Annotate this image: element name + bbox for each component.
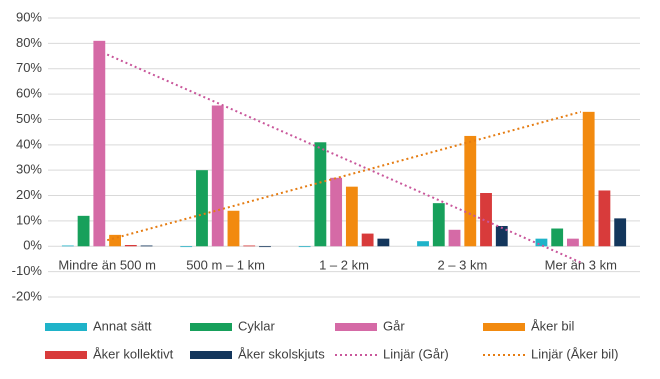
bar <box>582 111 595 247</box>
x-tick-label: Mindre än 500 m <box>58 257 156 272</box>
bar <box>211 105 224 247</box>
x-tick-label: 500 m – 1 km <box>186 257 265 272</box>
legend-swatch <box>483 323 525 331</box>
bar <box>259 246 271 248</box>
legend-label: Linjär (Går) <box>383 346 449 361</box>
y-tick-label: 30% <box>16 162 42 177</box>
x-tick-label: 2 – 3 km <box>437 257 487 272</box>
legend-label: Linjär (Åker bil) <box>531 346 618 361</box>
y-tick-label: -20% <box>12 288 43 303</box>
bar <box>77 215 90 247</box>
legend-label: Annat sätt <box>93 318 152 333</box>
legend-swatch <box>45 351 87 359</box>
bar <box>614 218 627 247</box>
legend-swatch <box>190 351 232 359</box>
legend-label: Åker kollektivt <box>93 346 174 361</box>
bar <box>314 142 327 247</box>
y-tick-label: 40% <box>16 136 42 151</box>
legend-label: Åker skolskjuts <box>238 346 325 361</box>
trend-line <box>106 53 582 264</box>
trend-line <box>106 110 582 242</box>
bar <box>567 238 579 247</box>
y-tick-label: 70% <box>16 60 42 75</box>
y-tick-label: 80% <box>16 35 42 50</box>
bar <box>551 228 564 247</box>
y-tick-label: 50% <box>16 111 42 126</box>
bar <box>361 233 374 247</box>
y-tick-label: 90% <box>16 9 42 24</box>
y-tick-label: 60% <box>16 86 42 101</box>
legend-label: Går <box>383 318 405 333</box>
bar <box>180 246 193 248</box>
bar <box>345 186 358 247</box>
bar <box>243 245 256 247</box>
bar <box>598 190 611 247</box>
legend-swatch <box>190 323 232 331</box>
bar <box>377 238 390 247</box>
legend-swatch <box>335 323 377 331</box>
legend-label: Åker bil <box>531 318 574 333</box>
bar <box>448 229 461 247</box>
bar <box>535 238 548 247</box>
bar <box>330 177 343 247</box>
y-tick-label: 20% <box>16 187 42 202</box>
bar <box>93 40 106 247</box>
bar <box>417 241 429 247</box>
legend-swatch <box>45 323 87 331</box>
bar <box>432 203 445 247</box>
legend-label: Cyklar <box>238 318 276 333</box>
bar <box>124 245 137 247</box>
bar <box>227 210 240 247</box>
bar <box>480 193 492 247</box>
x-tick-label: 1 – 2 km <box>319 257 369 272</box>
y-tick-label: 10% <box>16 212 42 227</box>
x-tick-label: Mer än 3 km <box>545 257 617 272</box>
bar <box>109 234 121 247</box>
bar <box>61 245 74 247</box>
bar <box>196 170 208 247</box>
y-tick-label: 0% <box>23 238 42 253</box>
bar <box>140 245 153 247</box>
bar <box>298 246 311 248</box>
y-tick-label: -10% <box>12 263 43 278</box>
bar <box>495 225 508 247</box>
bar <box>464 135 477 247</box>
